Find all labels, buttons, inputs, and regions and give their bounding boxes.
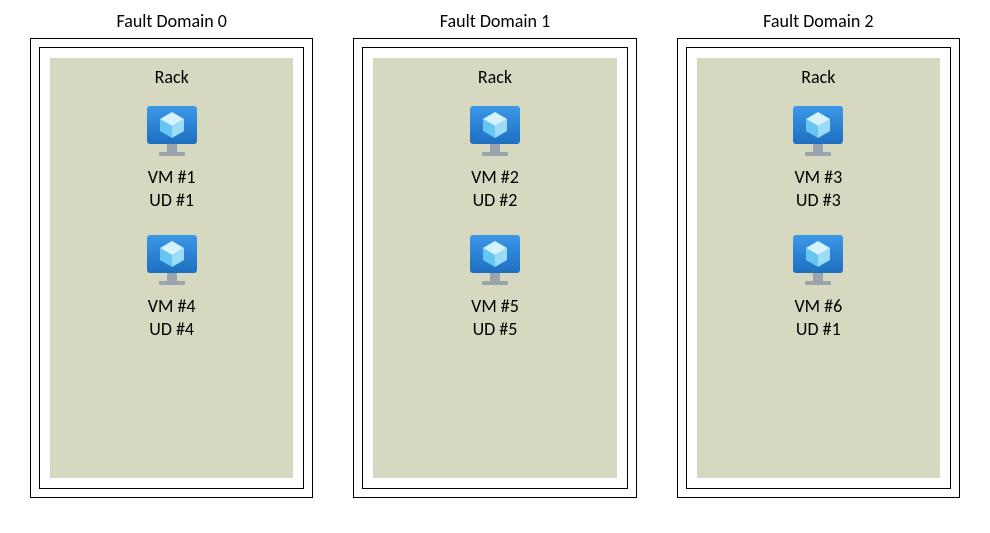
vm-item: VM #2 UD #2 <box>383 102 606 211</box>
fault-domain-0: Fault Domain 0 Rack <box>30 10 313 498</box>
rack-label: Rack <box>383 66 606 88</box>
rack-label: Rack <box>60 66 283 88</box>
vm-label: VM #2 <box>383 166 606 189</box>
ud-label: UD #2 <box>383 189 606 212</box>
vm-label: VM #3 <box>707 166 930 189</box>
vm-label: VM #5 <box>383 295 606 318</box>
vm-icon <box>707 231 930 291</box>
vm-item: VM #4 UD #4 <box>60 231 283 340</box>
vm-icon <box>60 102 283 162</box>
ud-label: UD #4 <box>60 318 283 341</box>
fault-domain-title: Fault Domain 2 <box>677 10 960 32</box>
vm-label: VM #1 <box>60 166 283 189</box>
rack: Rack <box>50 58 293 478</box>
ud-label: UD #1 <box>707 318 930 341</box>
rack-label: Rack <box>707 66 930 88</box>
fault-domain-title: Fault Domain 0 <box>30 10 313 32</box>
diagram-container: Fault Domain 0 Rack <box>0 0 990 508</box>
ud-label: UD #5 <box>383 318 606 341</box>
outer-box: Rack <box>677 38 960 498</box>
inner-box: Rack <box>39 47 304 489</box>
inner-box: Rack <box>686 47 951 489</box>
vm-item: VM #3 UD #3 <box>707 102 930 211</box>
fault-domain-2: Fault Domain 2 Rack <box>677 10 960 498</box>
vm-icon <box>383 102 606 162</box>
inner-box: Rack <box>362 47 627 489</box>
vm-icon <box>707 102 930 162</box>
vm-label: VM #6 <box>707 295 930 318</box>
ud-label: UD #1 <box>60 189 283 212</box>
fault-domain-title: Fault Domain 1 <box>353 10 636 32</box>
outer-box: Rack <box>30 38 313 498</box>
vm-item: VM #1 UD #1 <box>60 102 283 211</box>
vm-icon <box>383 231 606 291</box>
ud-label: UD #3 <box>707 189 930 212</box>
vm-item: VM #5 UD #5 <box>383 231 606 340</box>
rack: Rack <box>373 58 616 478</box>
vm-label: VM #4 <box>60 295 283 318</box>
vm-item: VM #6 UD #1 <box>707 231 930 340</box>
fault-domain-1: Fault Domain 1 Rack <box>353 10 636 498</box>
rack: Rack <box>697 58 940 478</box>
outer-box: Rack <box>353 38 636 498</box>
vm-icon <box>60 231 283 291</box>
